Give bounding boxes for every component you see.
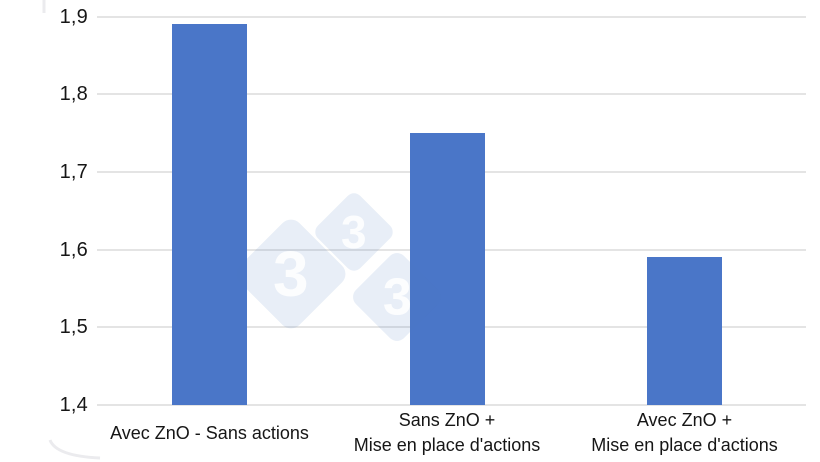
y-axis-tick-label: 1,6 [59,238,88,261]
y-axis-tick-label: 1,5 [59,316,88,339]
y-axis-tick-label: 1,8 [59,83,88,106]
y-axis-tick-label: 1,7 [59,160,88,183]
gridline [97,93,806,96]
y-axis-tick-label: 1,9 [59,5,88,28]
bar-1 [172,24,247,405]
gridline [97,404,806,406]
bar-3 [647,257,722,405]
x-axis-category-label: Avec ZnO - Sans actions [110,422,309,443]
gridline [97,15,806,18]
y-axis-tick-label: 1,4 [59,394,88,416]
x-axis-category-label: Avec ZnO + Mise en place d'actions [591,410,778,455]
x-axis-category-label: Sans ZnO + Mise en place d'actions [353,410,541,455]
bar-2 [410,133,485,405]
